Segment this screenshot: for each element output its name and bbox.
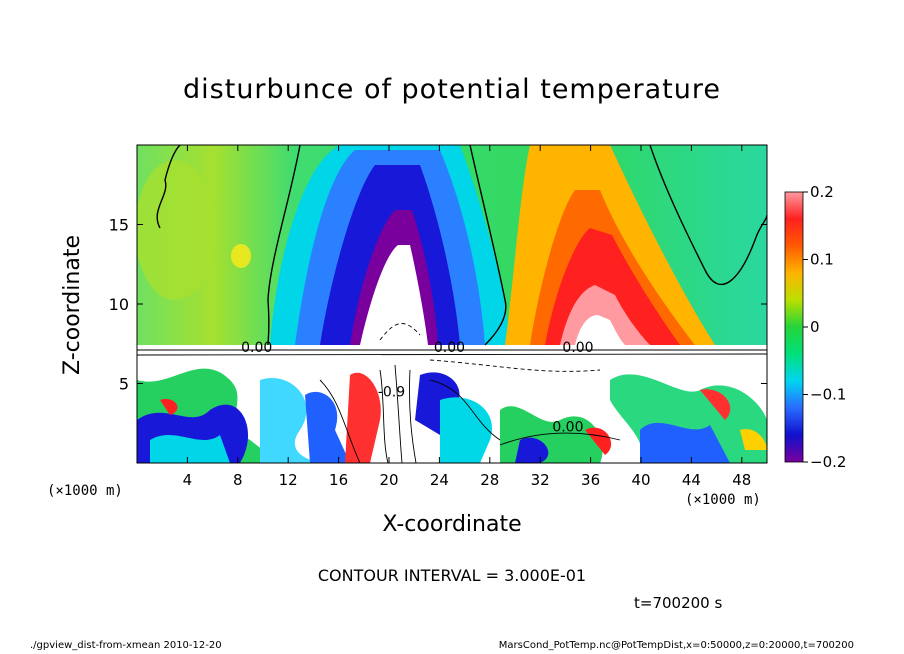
contour-label: 0.00 (552, 419, 583, 435)
y-axis-label: Z-coordinate (60, 235, 85, 375)
x-axis-unit-right: (×1000 m) (685, 492, 761, 508)
colorbar-tick-label: 0.2 (810, 183, 834, 201)
colorbar-tick-label: 0.1 (810, 251, 834, 269)
contour-labels: 0.00 0.00 0.00 0.00 -0.9 (241, 340, 593, 436)
x-tick-label: 28 (480, 471, 499, 489)
contour-label: -0.9 (378, 384, 405, 400)
x-tick-label: 20 (379, 471, 398, 489)
x-tick-label: 16 (329, 471, 348, 489)
colorbar-tick-label: −0.1 (810, 386, 846, 404)
contour-label: 0.00 (241, 340, 272, 356)
x-tick-label: 48 (732, 471, 751, 489)
x-tick-label: 12 (279, 471, 298, 489)
footer-right: MarsCond_PotTemp.nc@PotTempDist,x=0:5000… (498, 640, 854, 651)
colorbar-tick-label: 0 (810, 318, 820, 336)
y-tick-label: 10 (109, 295, 129, 314)
y-axis-ticks: 5 10 15 (109, 216, 767, 394)
time-label: t=700200 s (634, 594, 723, 612)
x-axis-ticks: 4 8 12 16 20 24 28 32 36 40 44 48 (183, 145, 751, 489)
x-tick-label: 44 (682, 471, 701, 489)
x-tick-label: 8 (233, 471, 243, 489)
contour-label: 0.00 (434, 340, 465, 356)
y-tick-label: 15 (109, 216, 129, 235)
heatmap-field (137, 145, 767, 463)
x-tick-label: 24 (430, 471, 449, 489)
contour-label: 0.00 (562, 340, 593, 356)
colorbar-ticks: 0.2 0.1 0 −0.1 −0.2 (803, 183, 846, 471)
y-tick-label: 5 (119, 375, 129, 394)
x-tick-label: 4 (183, 471, 193, 489)
x-axis-unit-left: (×1000 m) (47, 483, 123, 499)
x-tick-label: 32 (531, 471, 550, 489)
footer-left: ./gpview_dist-from-xmean 2010-12-20 (30, 640, 222, 651)
colorbar (784, 191, 804, 463)
contour-interval: CONTOUR INTERVAL = 3.000E-01 (317, 566, 587, 585)
colorbar-tick-label: −0.2 (810, 453, 846, 471)
x-tick-label: 36 (581, 471, 600, 489)
x-axis-label: X-coordinate (382, 512, 522, 537)
x-tick-label: 40 (631, 471, 650, 489)
chart-title: disturbunce of potential temperature (183, 74, 721, 105)
